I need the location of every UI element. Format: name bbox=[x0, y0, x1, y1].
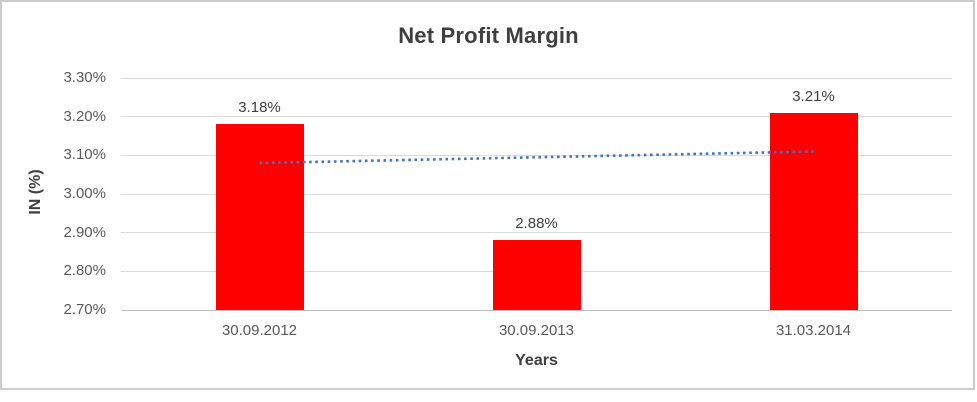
bar bbox=[769, 112, 858, 310]
bar bbox=[215, 124, 304, 310]
bar-value-label: 3.18% bbox=[238, 99, 281, 117]
bar bbox=[492, 240, 581, 310]
bar-value-label: 2.88% bbox=[515, 215, 558, 233]
y-tick-label: 3.10% bbox=[63, 146, 106, 164]
chart-title: Net Profit Margin bbox=[398, 23, 579, 48]
x-axis-title: Years bbox=[515, 352, 558, 369]
y-tick-label: 2.90% bbox=[63, 223, 106, 241]
x-tick-label: 30.09.2012 bbox=[221, 322, 298, 339]
y-tick-label: 2.70% bbox=[63, 301, 106, 318]
y-tick-label: 3.20% bbox=[63, 107, 106, 125]
x-tick-label: 31.03.2014 bbox=[775, 322, 852, 339]
x-axis-line bbox=[121, 309, 952, 311]
y-gridline bbox=[121, 116, 952, 118]
y-tick-label: 3.30% bbox=[63, 69, 106, 86]
y-tick-label: 3.00% bbox=[63, 185, 106, 202]
bar-value-label: 3.21% bbox=[792, 87, 835, 105]
y-gridline bbox=[121, 193, 952, 195]
y-gridline bbox=[121, 232, 952, 234]
y-gridline bbox=[121, 77, 952, 79]
y-tick-label: 2.80% bbox=[63, 262, 106, 280]
x-tick-label: 30.09.2013 bbox=[498, 322, 575, 339]
